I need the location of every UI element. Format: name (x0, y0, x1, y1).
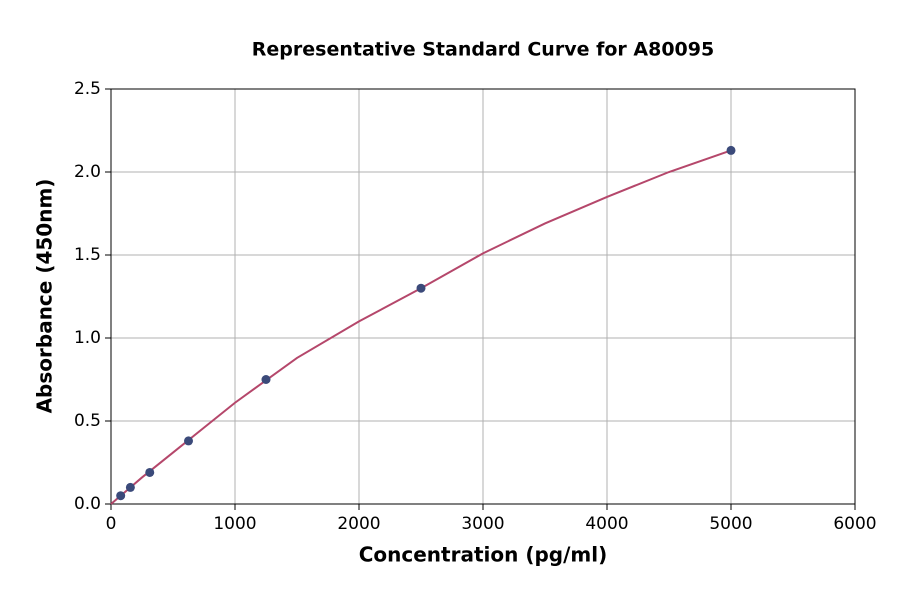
x-axis-label: Concentration (pg/ml) (359, 543, 608, 567)
y-tick-label: 2.5 (74, 79, 101, 99)
x-tick-label: 4000 (585, 514, 628, 534)
x-tick-label: 6000 (833, 514, 876, 534)
chart-title: Representative Standard Curve for A80095 (252, 39, 714, 61)
data-point (116, 491, 126, 501)
x-tick-label: 0 (106, 514, 117, 534)
x-tick-label: 2000 (337, 514, 380, 534)
data-point (261, 375, 271, 384)
data-point (145, 467, 155, 477)
data-point (125, 482, 135, 492)
y-tick-label: 1.0 (74, 328, 101, 348)
y-tick-label: 2.0 (74, 162, 101, 182)
y-axis-label: Absorbance (450nm) (33, 179, 57, 414)
x-tick-label: 1000 (213, 514, 256, 534)
data-point (184, 436, 193, 446)
fit-curve (110, 149, 732, 505)
data-point (726, 145, 736, 155)
data-point (416, 283, 426, 293)
x-tick-label: 5000 (709, 514, 752, 534)
y-tick-label: 0.5 (74, 411, 101, 431)
y-tick-label: 1.5 (74, 245, 101, 265)
y-tick-label: 0.0 (74, 494, 101, 514)
plot-frame (110, 88, 856, 505)
x-tick-label: 3000 (461, 514, 504, 534)
